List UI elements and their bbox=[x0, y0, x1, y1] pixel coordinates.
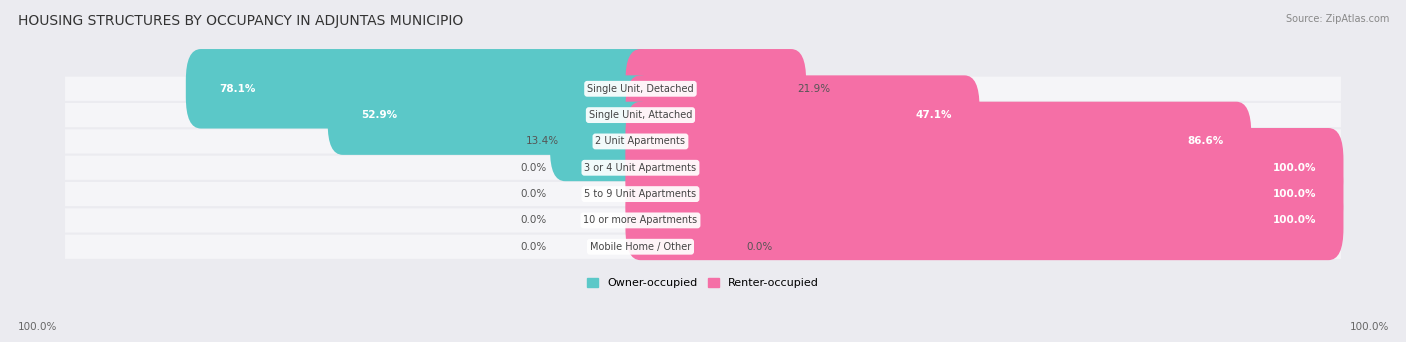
Text: 0.0%: 0.0% bbox=[520, 215, 547, 225]
FancyBboxPatch shape bbox=[626, 154, 1344, 234]
FancyBboxPatch shape bbox=[328, 75, 655, 155]
Text: 10 or more Apartments: 10 or more Apartments bbox=[583, 215, 697, 225]
FancyBboxPatch shape bbox=[626, 49, 806, 129]
Text: Single Unit, Detached: Single Unit, Detached bbox=[588, 84, 693, 94]
Text: 100.0%: 100.0% bbox=[18, 322, 58, 332]
FancyBboxPatch shape bbox=[65, 129, 1341, 154]
Text: Source: ZipAtlas.com: Source: ZipAtlas.com bbox=[1285, 14, 1389, 24]
Text: 52.9%: 52.9% bbox=[361, 110, 398, 120]
FancyBboxPatch shape bbox=[626, 102, 1251, 181]
Text: 100.0%: 100.0% bbox=[1350, 322, 1389, 332]
FancyBboxPatch shape bbox=[626, 75, 980, 155]
Text: 21.9%: 21.9% bbox=[797, 84, 831, 94]
Text: 47.1%: 47.1% bbox=[915, 110, 952, 120]
FancyBboxPatch shape bbox=[65, 182, 1341, 206]
FancyBboxPatch shape bbox=[65, 77, 1341, 101]
FancyBboxPatch shape bbox=[626, 181, 1344, 260]
FancyBboxPatch shape bbox=[65, 156, 1341, 180]
FancyBboxPatch shape bbox=[626, 128, 1344, 208]
Text: 100.0%: 100.0% bbox=[1272, 163, 1316, 173]
FancyBboxPatch shape bbox=[65, 235, 1341, 259]
Text: HOUSING STRUCTURES BY OCCUPANCY IN ADJUNTAS MUNICIPIO: HOUSING STRUCTURES BY OCCUPANCY IN ADJUN… bbox=[18, 14, 464, 28]
FancyBboxPatch shape bbox=[65, 103, 1341, 127]
Text: 2 Unit Apartments: 2 Unit Apartments bbox=[596, 136, 686, 146]
FancyBboxPatch shape bbox=[550, 102, 655, 181]
Text: 100.0%: 100.0% bbox=[1272, 189, 1316, 199]
Text: 100.0%: 100.0% bbox=[1272, 215, 1316, 225]
FancyBboxPatch shape bbox=[65, 208, 1341, 233]
FancyBboxPatch shape bbox=[186, 49, 655, 129]
Text: Mobile Home / Other: Mobile Home / Other bbox=[591, 242, 692, 252]
Text: 13.4%: 13.4% bbox=[526, 136, 558, 146]
Text: 0.0%: 0.0% bbox=[520, 163, 547, 173]
Text: Single Unit, Attached: Single Unit, Attached bbox=[589, 110, 692, 120]
Text: 0.0%: 0.0% bbox=[747, 242, 773, 252]
Text: 3 or 4 Unit Apartments: 3 or 4 Unit Apartments bbox=[585, 163, 696, 173]
Text: 5 to 9 Unit Apartments: 5 to 9 Unit Apartments bbox=[585, 189, 696, 199]
Text: 0.0%: 0.0% bbox=[520, 189, 547, 199]
Text: 78.1%: 78.1% bbox=[219, 84, 256, 94]
Text: 86.6%: 86.6% bbox=[1188, 136, 1223, 146]
Legend: Owner-occupied, Renter-occupied: Owner-occupied, Renter-occupied bbox=[582, 273, 824, 292]
Text: 0.0%: 0.0% bbox=[520, 242, 547, 252]
